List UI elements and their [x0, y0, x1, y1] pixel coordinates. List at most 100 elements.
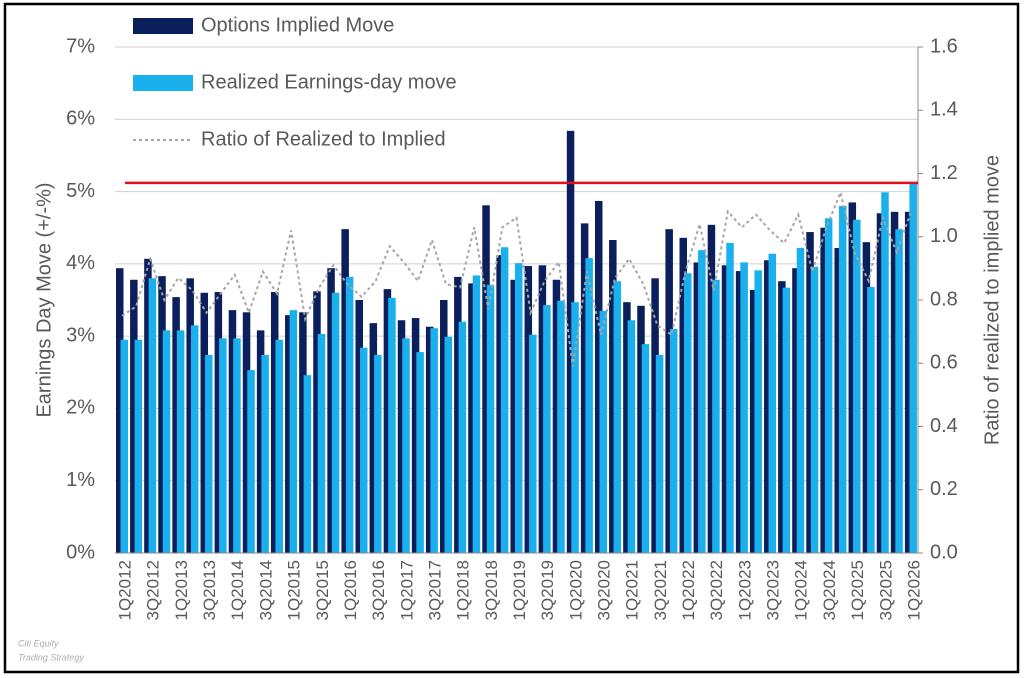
- bar: [158, 276, 166, 553]
- bar: [116, 268, 124, 553]
- bar: [543, 305, 551, 553]
- bar: [623, 302, 631, 553]
- x-tick-label: 1Q2022: [679, 560, 698, 621]
- bar: [853, 219, 861, 553]
- bar: [200, 292, 209, 553]
- x-tick-label: 3Q2024: [820, 560, 839, 621]
- bar: [754, 270, 762, 553]
- bar: [444, 336, 453, 553]
- bar: [190, 325, 199, 553]
- bar: [299, 312, 307, 553]
- bar: [655, 354, 664, 553]
- bar: [637, 305, 645, 553]
- y-tick-label: 0%: [66, 541, 95, 563]
- bar: [345, 276, 354, 553]
- bar: [726, 242, 734, 553]
- bar: [848, 202, 857, 553]
- y2-tick-label: 1.6: [930, 35, 958, 57]
- x-tick-label: 3Q2019: [538, 560, 557, 621]
- bar: [233, 338, 241, 553]
- x-tick-label: 1Q2012: [116, 560, 135, 621]
- y-tick-label: 5%: [66, 180, 95, 202]
- bar: [303, 375, 312, 553]
- y-tick-label: 2%: [66, 397, 95, 419]
- bar: [609, 240, 617, 553]
- bar: [369, 323, 378, 553]
- bar: [130, 279, 138, 553]
- bar: [909, 182, 917, 553]
- bar: [341, 229, 349, 553]
- x-tick-label: 1Q2013: [172, 560, 191, 621]
- bar: [186, 278, 194, 553]
- y2-tick-label: 0.0: [930, 541, 958, 563]
- bar: [684, 273, 692, 553]
- y2-axis-label: Ratio of realized to implied move: [981, 155, 1003, 445]
- x-tick-label: 1Q2025: [848, 560, 867, 621]
- bar: [359, 347, 368, 553]
- x-tick-label: 1Q2015: [285, 560, 304, 621]
- y2-tick-label: 1.4: [930, 99, 958, 121]
- bar: [881, 192, 889, 553]
- bar: [782, 287, 791, 553]
- bar: [557, 300, 565, 553]
- bar: [172, 297, 180, 553]
- bar: [768, 253, 777, 554]
- bar: [510, 279, 518, 553]
- bar: [397, 320, 406, 553]
- legend-label: Realized Earnings-day move: [201, 71, 457, 93]
- bar: [317, 333, 326, 553]
- y2-tick-label: 0.4: [930, 415, 958, 437]
- bar: [228, 310, 237, 553]
- bar: [749, 289, 758, 553]
- bar: [529, 334, 537, 553]
- x-tick-label: 1Q2017: [397, 560, 416, 621]
- bar: [134, 339, 143, 553]
- bar: [524, 266, 533, 553]
- y2-tick-label: 0.8: [930, 288, 958, 310]
- frame: [3, 2, 1020, 674]
- x-tick-label: 1Q2023: [735, 560, 754, 621]
- bar: [430, 328, 438, 553]
- bar: [594, 200, 603, 553]
- bar: [552, 279, 561, 553]
- bar: [148, 278, 157, 553]
- bar: [599, 310, 607, 553]
- y2-tick-label: 1.2: [930, 162, 958, 184]
- x-tick-label: 1Q2018: [454, 560, 473, 621]
- bar: [468, 283, 476, 553]
- bar: [764, 260, 772, 553]
- bar: [383, 289, 392, 553]
- bar: [651, 278, 659, 553]
- y-axis-label: Earnings Day Move (+/-%): [33, 182, 55, 417]
- bar: [270, 292, 279, 553]
- legend-swatch: [133, 75, 193, 91]
- bar: [214, 292, 223, 553]
- bar: [247, 370, 255, 553]
- bar: [838, 206, 847, 553]
- bar: [693, 262, 702, 553]
- y2-tick-label: 0.6: [930, 352, 958, 374]
- y2-tick-label: 0.2: [930, 478, 958, 500]
- bar: [792, 268, 800, 553]
- bar: [890, 211, 899, 553]
- bar: [679, 237, 688, 553]
- bar: [472, 275, 481, 553]
- x-tick-label: 3Q2021: [651, 560, 670, 621]
- x-tick-label: 1Q2016: [341, 560, 360, 621]
- x-tick-label: 3Q2012: [144, 560, 163, 621]
- legend-swatch: [133, 18, 193, 34]
- bar: [144, 258, 152, 553]
- source-note: Trading Strategy: [18, 652, 84, 662]
- x-tick-label: 3Q2016: [369, 560, 388, 621]
- x-tick-label: 3Q2020: [595, 560, 614, 621]
- bar: [486, 284, 495, 553]
- bar: [895, 229, 903, 553]
- bar: [585, 258, 593, 553]
- bar: [289, 310, 298, 553]
- x-tick-label: 3Q2014: [256, 560, 275, 621]
- bar: [331, 292, 340, 553]
- source-note: Citi Equity: [18, 638, 59, 648]
- bar: [571, 302, 579, 553]
